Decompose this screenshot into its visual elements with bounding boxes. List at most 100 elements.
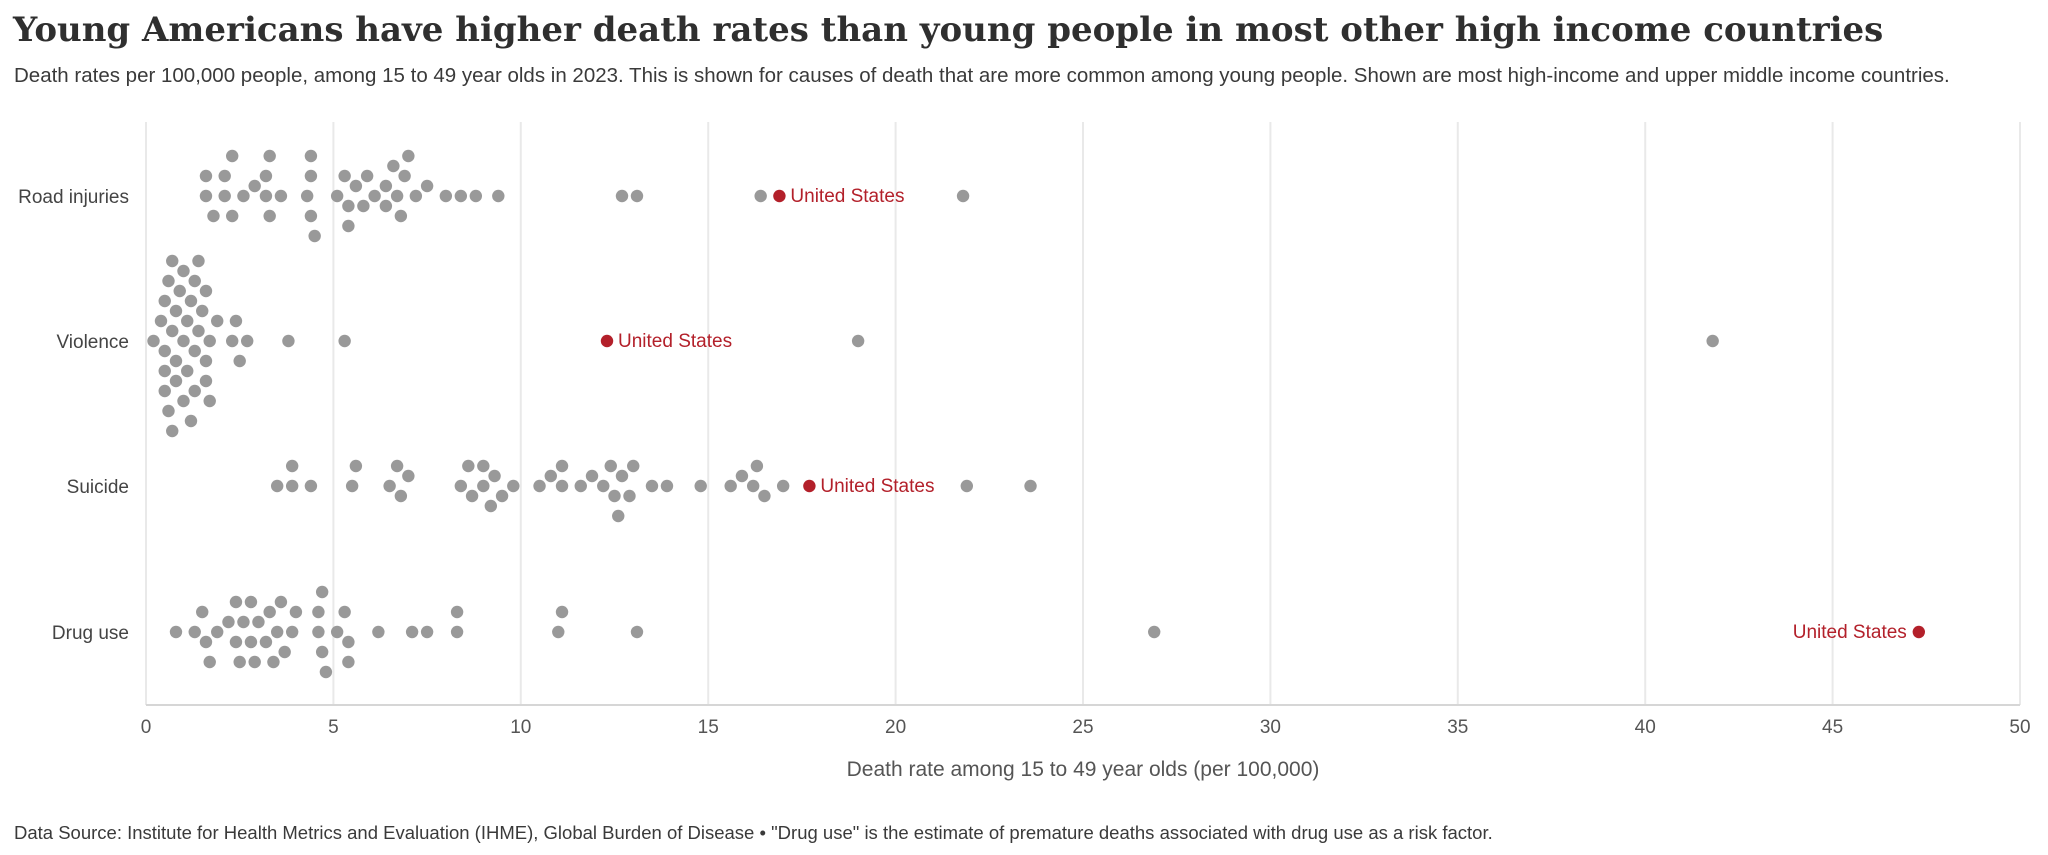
data-point [851,334,865,348]
data-point [226,334,239,348]
data-point [285,625,299,639]
x-tick-label: 20 [885,717,906,738]
data-point [360,169,374,183]
data-point [477,459,490,473]
data-point [492,189,505,203]
data-point [390,459,404,473]
x-tick-label: 50 [2009,717,2030,738]
data-point [379,199,393,213]
data-point [604,459,617,473]
data-point [420,625,434,639]
data-point [342,199,355,213]
data-point [758,489,771,503]
data-point [372,625,385,639]
highlight-point-united-states [773,189,786,203]
data-point [244,635,258,649]
data-point [259,635,273,649]
data-point [960,479,974,493]
chart-subtitle: Death rates per 100,000 people, among 15… [14,64,1950,87]
data-point [240,334,254,348]
data-point [199,635,213,649]
data-point [166,324,179,338]
data-point [237,615,250,629]
data-point [162,404,175,418]
x-tick-label: 35 [1447,717,1468,738]
data-point [218,169,231,183]
data-point [270,479,284,493]
data-source-note: Data Source: Institute for Health Metric… [14,822,1493,843]
data-point [188,625,201,639]
data-point [338,169,351,183]
highlight-label: United States [1793,622,1907,643]
data-point [342,655,355,669]
data-point [1148,625,1161,639]
data-point [330,625,344,639]
data-point [469,189,483,203]
data-point [694,479,707,493]
data-point [488,469,501,483]
data-point [402,149,415,163]
data-point [203,655,216,669]
x-tick-label: 30 [1260,717,1281,738]
data-point [660,479,674,493]
data-point [754,189,767,203]
data-point [199,169,213,183]
data-point [248,655,261,669]
data-point [409,189,423,203]
data-point [383,479,396,493]
x-axis-label: Death rate among 15 to 49 year olds (per… [847,758,1320,781]
data-point [627,459,640,473]
data-point [263,149,276,163]
data-point [196,304,209,318]
data-point [552,625,565,639]
data-point [162,274,175,288]
data-point [735,469,749,483]
data-point [263,605,276,619]
data-point [169,625,183,639]
data-point [338,605,351,619]
data-point [555,479,569,493]
data-point [192,324,205,338]
data-point [244,595,258,609]
data-point [158,294,171,308]
data-point [387,159,400,173]
data-point [196,605,209,619]
highlight-point-united-states [1912,625,1926,639]
data-point [199,354,213,368]
data-point [398,169,411,183]
data-point [270,625,284,639]
data-point [585,469,599,483]
data-point [454,479,468,493]
data-point [533,479,546,493]
data-point [750,459,764,473]
x-tick-label: 5 [328,717,339,738]
data-point [315,585,329,599]
data-point [181,314,194,328]
data-point [615,189,629,203]
data-point [184,294,198,308]
data-point [390,189,404,203]
category-label: Violence [56,332,129,353]
data-point [285,459,299,473]
data-point [1024,479,1037,493]
data-point [304,209,318,223]
data-point [177,264,190,278]
data-point [158,384,171,398]
data-point [312,605,325,619]
data-point [181,364,194,378]
highlight-label: United States [820,476,934,497]
data-point [285,479,299,493]
highlight-point-united-states [803,479,816,493]
data-point [319,665,333,679]
data-point [259,189,273,203]
data-point [188,344,201,358]
data-point [233,354,246,368]
highlight-label: United States [790,186,904,207]
data-point [623,489,636,503]
data-point [158,344,171,358]
data-point [154,314,168,328]
category-label: Suicide [67,477,129,498]
data-point [259,169,273,183]
data-point [308,229,321,243]
data-point [630,625,644,639]
